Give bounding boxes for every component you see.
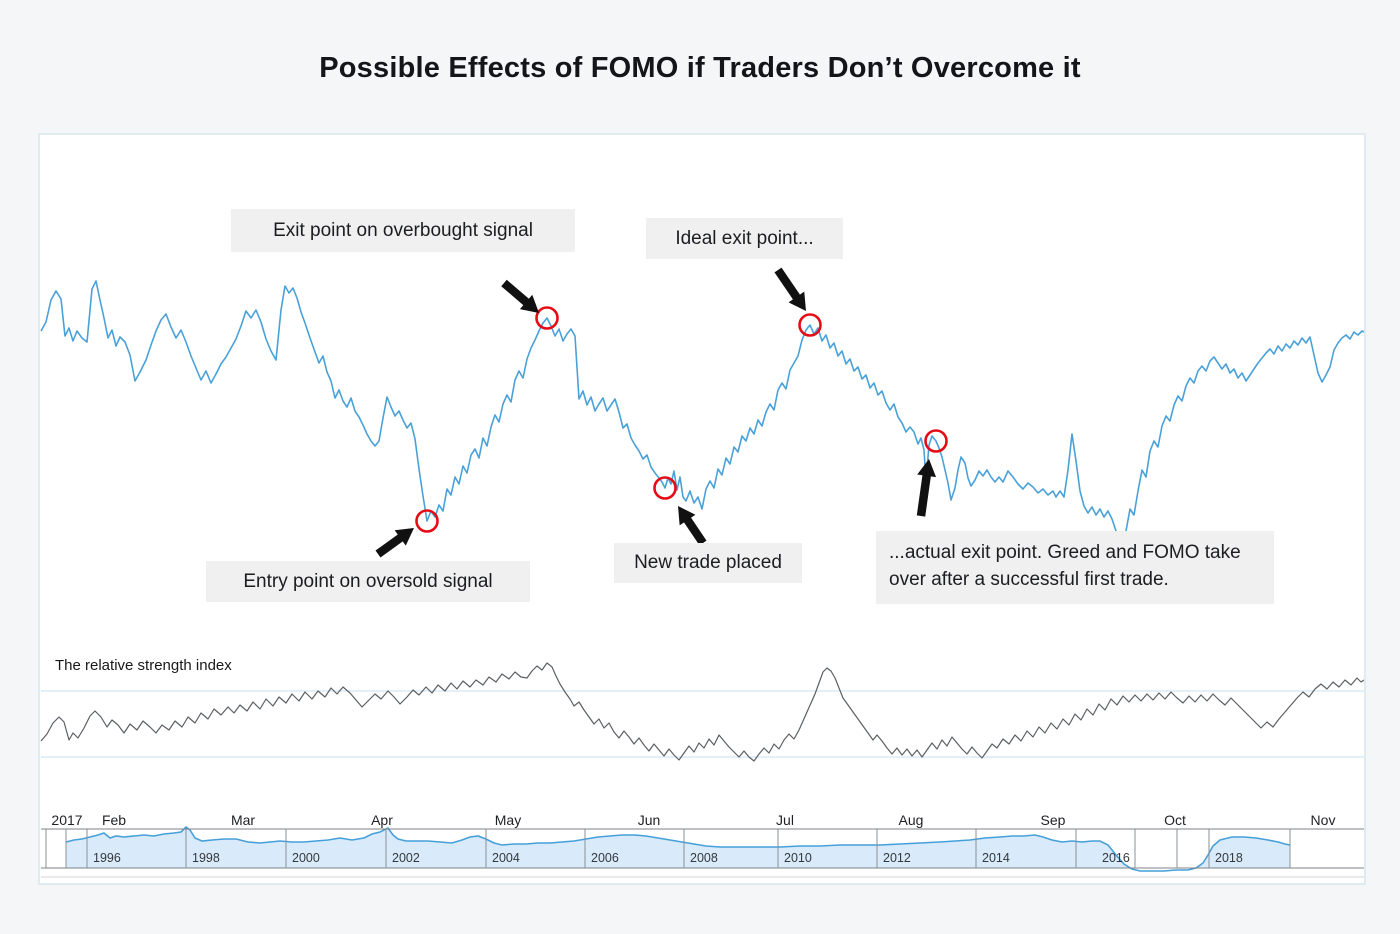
navigator-year-label-2014[interactable]: 2014: [982, 851, 1010, 865]
month-label-Oct: Oct: [1164, 812, 1186, 828]
annotation-entry-oversold: Entry point on oversold signal: [206, 561, 530, 602]
navigator-year-label-2008[interactable]: 2008: [690, 851, 718, 865]
month-label-Feb: Feb: [102, 812, 126, 828]
arrow-shaft-0: [501, 279, 531, 307]
month-label-Aug: Aug: [899, 812, 924, 828]
month-label-2017: 2017: [51, 812, 82, 828]
page-title: Possible Effects of FOMO if Traders Don’…: [319, 52, 1081, 84]
chart-card: 1996 1998 2000 2002 2004 2006 2008 2010 2012 2014…: [40, 135, 1364, 883]
chart-canvas: 1996 1998 2000 2002 2004 2006 2008 2010 2012 2014…: [40, 267, 1364, 878]
arrow-shaft-2: [375, 533, 405, 558]
navigator-year-label-2002[interactable]: 2002: [392, 851, 420, 865]
price-line: [40, 280, 1364, 558]
arrow-head-icon-4: [917, 459, 937, 478]
navigator-year-label-2018[interactable]: 2018: [1215, 851, 1243, 865]
arrow-head-icon-0: [519, 294, 539, 313]
rsi-pane-title: The relative strength index: [55, 657, 232, 674]
annotation-actual-exit: ...actual exit point. Greed and FOMO tak…: [876, 531, 1274, 604]
arrow-shaft-3: [682, 516, 707, 546]
navigator-year-label-2006[interactable]: 2006: [591, 851, 619, 865]
navigator-year-label-2012[interactable]: 2012: [883, 851, 911, 865]
annotation-new-trade: New trade placed: [614, 543, 802, 583]
annotation-ideal-exit: Ideal exit point...: [646, 218, 843, 259]
navigator-year-label-2000[interactable]: 2000: [292, 851, 320, 865]
rsi-line: [40, 662, 1364, 762]
annotation-exit-overbought: Exit point on overbought signal: [231, 209, 575, 252]
month-label-Apr: Apr: [371, 812, 393, 828]
month-label-Nov: Nov: [1311, 812, 1336, 828]
signal-circle-2: [653, 476, 677, 500]
arrow-shaft-1: [774, 267, 802, 302]
arrow-shaft-4: [916, 473, 932, 517]
navigator-area-fill[interactable]: [66, 827, 1290, 868]
month-label-Jun: Jun: [638, 812, 661, 828]
signal-circle-4: [924, 429, 948, 453]
navigator-year-label-1998[interactable]: 1998: [192, 851, 220, 865]
navigator-year-label-1996[interactable]: 1996: [93, 851, 121, 865]
navigator-year-label-2016[interactable]: 2016: [1102, 851, 1130, 865]
signal-circle-3: [798, 313, 822, 337]
signal-circle-1: [535, 306, 559, 330]
arrow-head-icon-3: [678, 506, 696, 526]
navigator-year-label-2010[interactable]: 2010: [784, 851, 812, 865]
arrow-head-icon-1: [788, 291, 806, 311]
signal-circle-0: [415, 509, 439, 533]
navigator-year-label-2004[interactable]: 2004: [492, 851, 520, 865]
month-label-May: May: [495, 812, 521, 828]
arrow-head-icon-2: [394, 528, 414, 546]
month-label-Sep: Sep: [1041, 812, 1066, 828]
month-label-Jul: Jul: [776, 812, 794, 828]
month-label-Mar: Mar: [231, 812, 255, 828]
navigator-series-line[interactable]: [65, 825, 1291, 872]
